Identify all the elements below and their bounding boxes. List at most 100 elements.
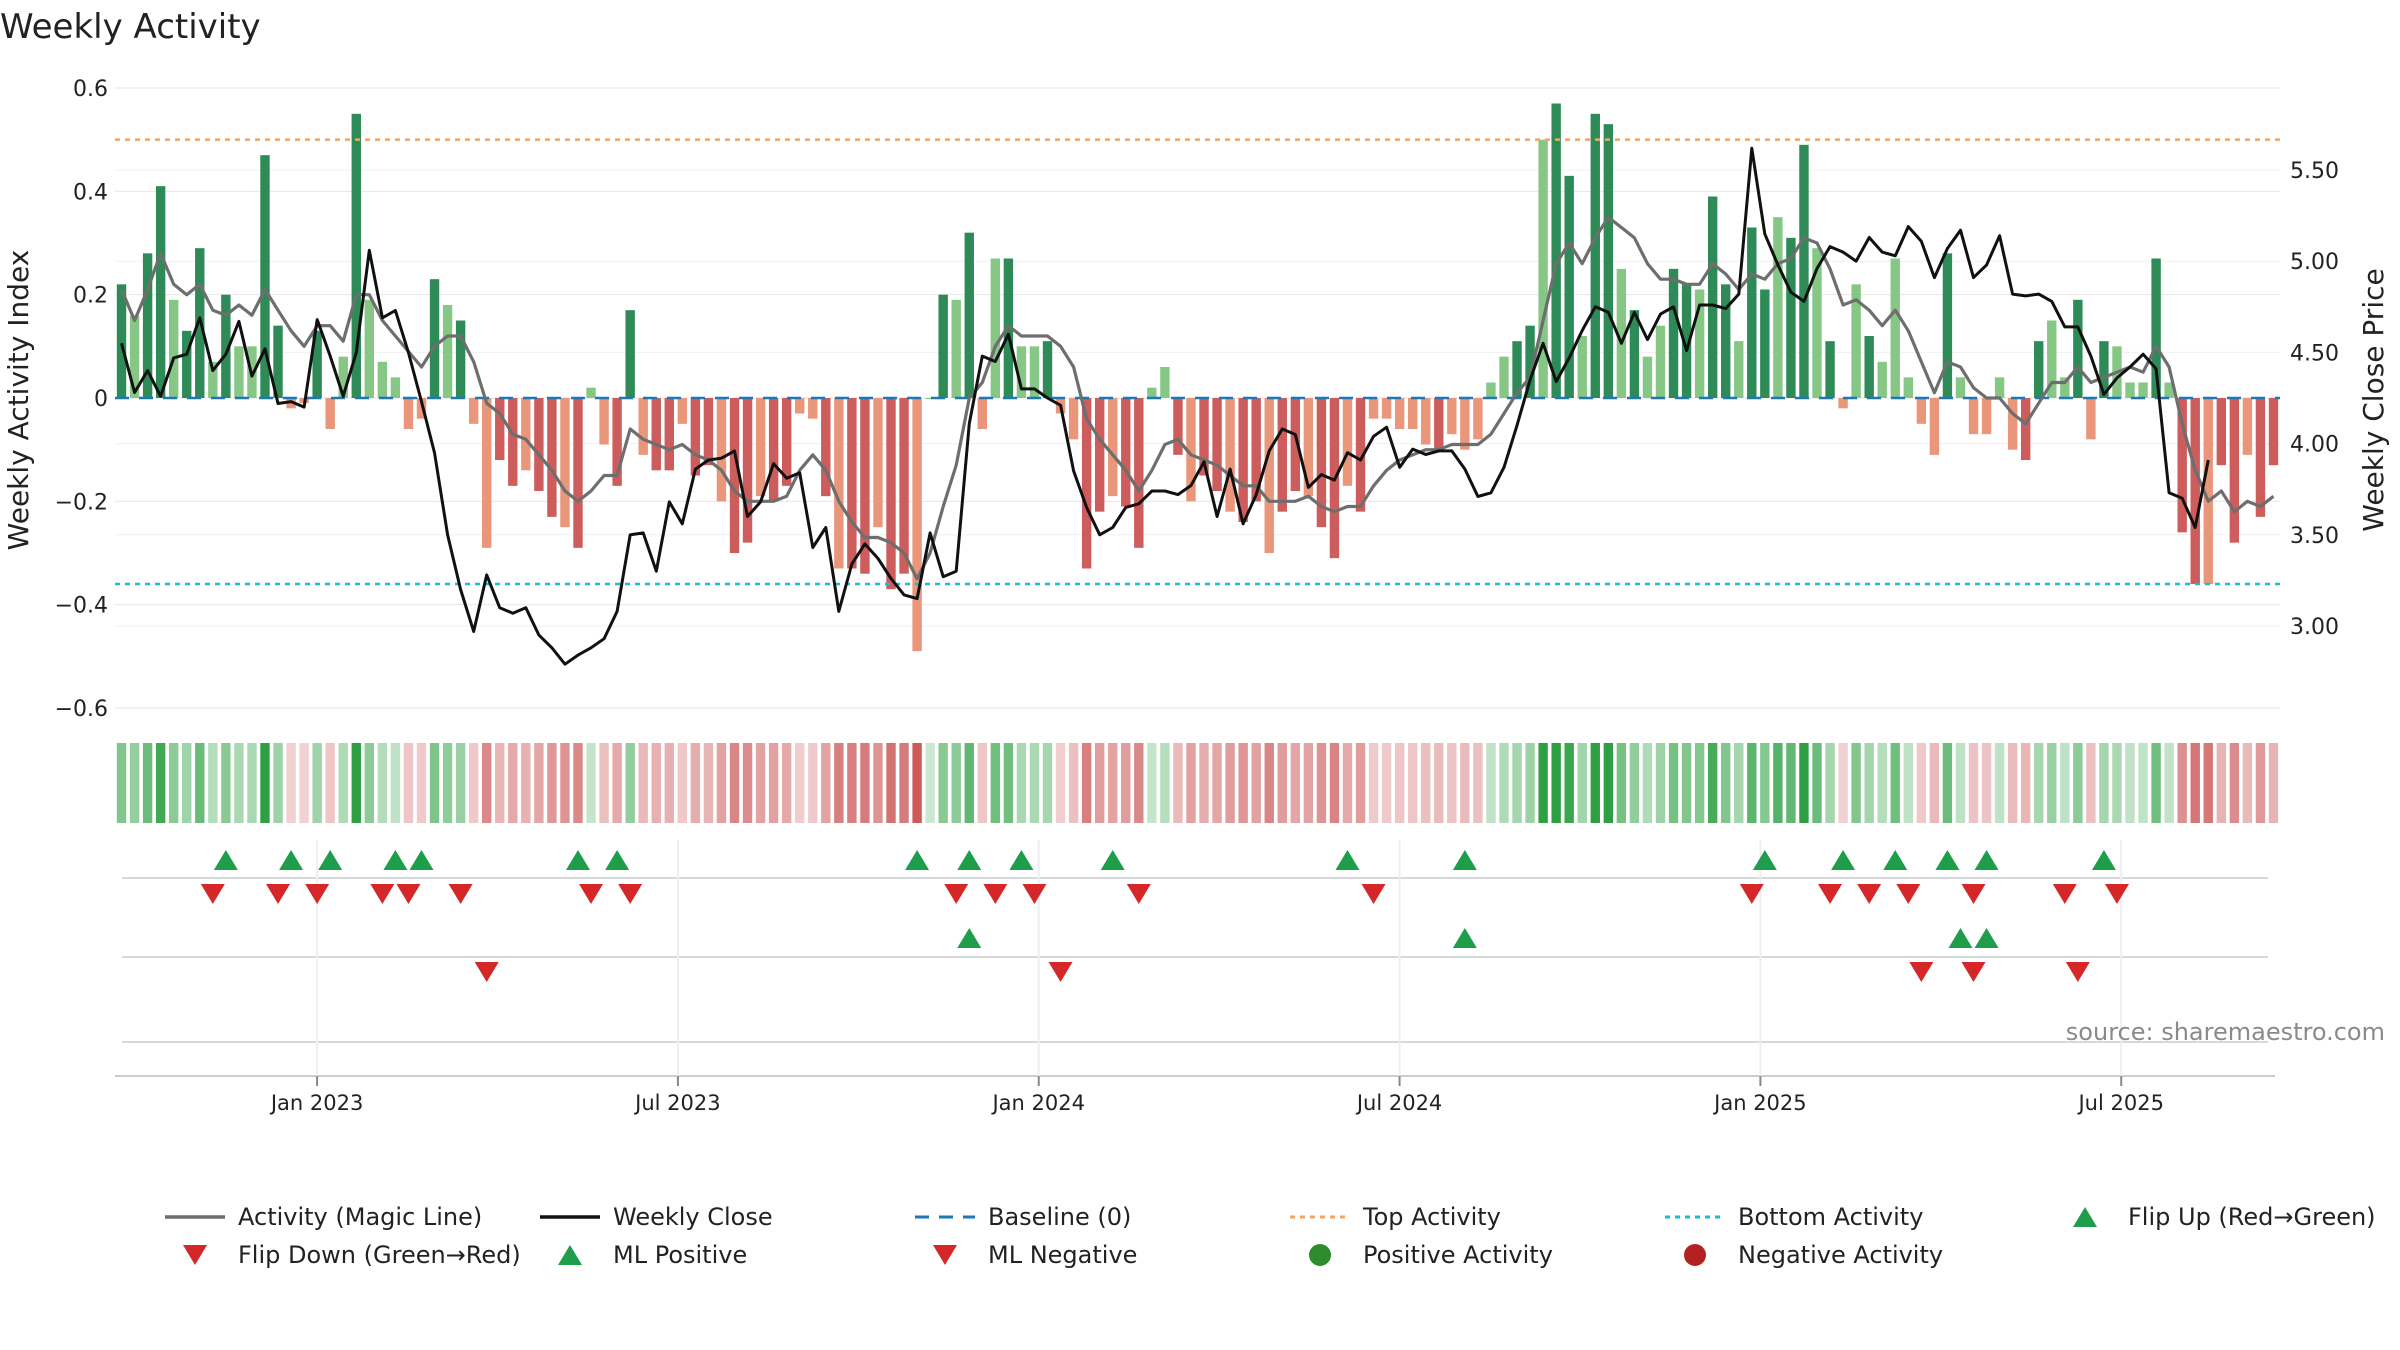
source-note: source: sharemaestro.com xyxy=(2066,1018,2385,1046)
activity-bar xyxy=(599,398,609,445)
activity-bar xyxy=(899,398,909,574)
strip-cell xyxy=(1081,743,1092,823)
activity-bar xyxy=(2007,398,2018,450)
strip-cell xyxy=(1238,743,1248,823)
activity-bar xyxy=(1955,377,1966,398)
activity-bar xyxy=(2229,398,2240,543)
flip-down-marker xyxy=(579,884,604,904)
activity-bar xyxy=(442,305,453,398)
strip-cell xyxy=(1199,743,1209,823)
strip-cell xyxy=(468,743,479,823)
activity-bar xyxy=(1394,398,1405,429)
strip-cell xyxy=(1825,743,1835,823)
activity-bar xyxy=(1864,336,1874,398)
strip-cell xyxy=(260,743,270,823)
activity-bar xyxy=(925,398,935,399)
activity-bar xyxy=(1994,377,2005,398)
strip-cell xyxy=(416,743,427,823)
activity-bar xyxy=(1734,341,1744,398)
activity-bar xyxy=(364,299,375,398)
activity-bar xyxy=(468,398,479,424)
activity-bar xyxy=(142,253,153,398)
strip-cell xyxy=(2190,743,2200,823)
strip-cell xyxy=(664,743,674,823)
flip-up-marker xyxy=(213,850,238,870)
strip-cell xyxy=(1447,743,1457,823)
activity-bar xyxy=(612,398,622,486)
activity-bar xyxy=(573,398,583,548)
weekly-close-line xyxy=(120,146,2210,666)
legend-label: Bottom Activity xyxy=(1738,1203,1923,1231)
strip-cell xyxy=(821,743,831,823)
flip-down-marker xyxy=(305,884,330,904)
activity-bar xyxy=(977,398,987,429)
strip-cell xyxy=(1616,743,1627,823)
legend-swatch-triangle-up xyxy=(558,1245,582,1265)
strip-cell xyxy=(1747,743,1757,823)
flip-up-marker xyxy=(1009,850,1034,870)
right-tick-label: 5.00 xyxy=(2290,250,2339,275)
flip-down-marker xyxy=(1857,884,1882,904)
activity-bar xyxy=(1434,398,1444,450)
activity-bar xyxy=(1538,139,1548,398)
strip-cell xyxy=(1342,743,1353,823)
legend-item: Top Activity xyxy=(1290,1203,1501,1231)
activity-bar xyxy=(1447,398,1457,435)
strip-cell xyxy=(990,743,1001,823)
activity-bar xyxy=(1134,398,1144,548)
activity-bar xyxy=(1773,217,1783,398)
strip-cell xyxy=(1225,743,1235,823)
activity-bar xyxy=(2086,398,2096,440)
activity-bar xyxy=(1629,310,1640,398)
activity-bar xyxy=(2073,299,2083,398)
activity-bar xyxy=(1929,398,1940,455)
strip-cell xyxy=(521,743,531,823)
strip-cell xyxy=(1303,743,1314,823)
flip-up-marker xyxy=(1452,850,1477,870)
strip-cell xyxy=(2255,743,2266,823)
strip-cell xyxy=(299,743,309,823)
strip-cell xyxy=(1368,743,1379,823)
legend-item: Positive Activity xyxy=(1309,1241,1553,1269)
flip-up-marker xyxy=(1100,850,1125,870)
flip-up-marker xyxy=(383,850,408,870)
activity-bar xyxy=(1108,398,1118,497)
strip-cell xyxy=(1421,743,1431,823)
activity-bars xyxy=(116,103,2279,652)
strip-cell xyxy=(2164,743,2174,823)
flip-down-marker xyxy=(1126,884,1151,904)
activity-bar xyxy=(1512,341,1522,398)
activity-bar xyxy=(1590,113,1600,398)
activity-bar xyxy=(781,398,792,486)
strip-cell xyxy=(1942,743,1953,823)
strip-cell xyxy=(1160,743,1170,823)
activity-bar xyxy=(1016,346,1027,398)
activity-bar xyxy=(1616,268,1627,398)
reference-lines xyxy=(115,138,2280,586)
flip-down-marker xyxy=(448,884,473,904)
strip-cell xyxy=(690,743,701,823)
activity-bar xyxy=(1094,398,1105,512)
strip-cell xyxy=(2060,743,2070,823)
activity-bar xyxy=(351,113,361,398)
activity-bar xyxy=(664,398,674,471)
legend-swatch-triangle-down xyxy=(183,1245,207,1265)
strip-cell xyxy=(938,743,948,823)
ml-negative-marker xyxy=(2065,962,2090,982)
activity-bar xyxy=(586,387,596,398)
right-tick-label: 4.00 xyxy=(2290,433,2339,458)
flip-up-marker xyxy=(1974,850,1999,870)
strip-cell xyxy=(742,743,753,823)
activity-bar xyxy=(2268,398,2279,466)
strip-cell xyxy=(677,743,688,823)
flip-up-marker xyxy=(318,850,343,870)
activity-bar xyxy=(312,330,322,398)
flip-up-marker xyxy=(1935,850,1960,870)
legend-item: Flip Up (Red→Green) xyxy=(2073,1203,2376,1231)
activity-bar xyxy=(2177,398,2187,533)
strip-cell xyxy=(2099,743,2109,823)
activity-bar xyxy=(560,398,570,528)
activity-bar xyxy=(651,398,661,471)
strip-cell xyxy=(2112,743,2122,823)
flip-up-marker xyxy=(1752,850,1777,870)
